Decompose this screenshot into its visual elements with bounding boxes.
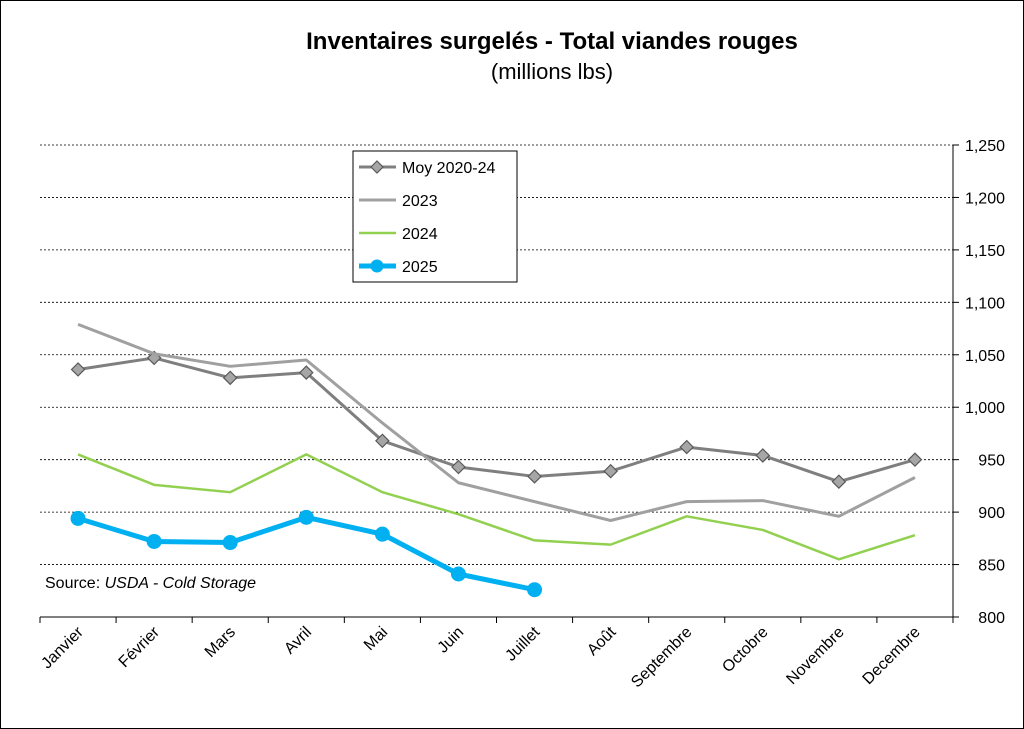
y-tick-label: 1,100 [965, 295, 1005, 312]
x-tick-label: Août [584, 623, 620, 659]
source-prefix: Source: [45, 575, 105, 592]
legend-box [352, 150, 518, 283]
series-line-0 [77, 356, 916, 484]
series-point-circle [222, 535, 238, 551]
legend-label: 2023 [402, 193, 438, 210]
x-tick-label: Juin [435, 624, 468, 657]
y-tick-label: 1,250 [965, 138, 1005, 155]
axis-layer: 800 850 900 950 1,000 1,050 1,100 1,150 1,200 1,2… [38, 138, 1005, 691]
y-tick-label: 1,050 [965, 348, 1005, 365]
x-tick-label: Novembre [783, 624, 847, 688]
x-tick-label: Février [116, 623, 164, 671]
y-tick-label: 950 [978, 453, 1005, 470]
source-name: USDA - Cold Storage [105, 575, 257, 592]
legend-marker-diamond [370, 160, 384, 174]
series-point-circle [298, 509, 314, 525]
x-tick-label: Mai [361, 624, 391, 654]
x-tick-label: Janvier [38, 623, 87, 672]
legend-label: 2024 [402, 226, 438, 243]
chart-subtitle: (millions lbs) [491, 59, 613, 84]
chart-title: Inventaires surgelés - Total viandes rou… [306, 28, 798, 55]
series-point-circle [146, 533, 162, 549]
x-tick-label: Decembre [860, 624, 924, 688]
series-line-1 [77, 322, 916, 523]
y-tick-label: 1,150 [965, 243, 1005, 260]
series-point-diamond [755, 448, 771, 463]
legend: Moy 2020-24 2023 2024 2025 [352, 150, 518, 283]
series-point-diamond [527, 469, 542, 484]
series-point-circle [70, 510, 86, 526]
legend-label: 2025 [402, 259, 438, 276]
series-line-2 [77, 453, 916, 561]
series-point-circle [450, 566, 466, 582]
x-tick-label: Octobre [719, 624, 771, 676]
y-tick-label: 1,000 [965, 400, 1005, 417]
source-note: Source: USDA - Cold Storage [45, 575, 256, 592]
grid-layer [40, 144, 953, 565]
series-layer [70, 322, 923, 598]
series-point-diamond [679, 439, 695, 455]
x-tick-label: Mars [202, 624, 239, 661]
series-point-diamond [70, 362, 86, 377]
series-point-circle [527, 582, 543, 598]
legend-label: Moy 2020-24 [402, 160, 495, 177]
series-point-diamond [451, 459, 466, 475]
series-point-circle [374, 526, 390, 542]
x-tick-label: Septembre [628, 624, 695, 691]
series-point-diamond [298, 365, 314, 380]
y-tick-label: 1,200 [965, 190, 1005, 207]
series-point-diamond [907, 452, 923, 468]
y-tick-label: 900 [978, 505, 1005, 522]
series-point-diamond [222, 370, 238, 386]
series-point-diamond [603, 463, 618, 479]
y-tick-label: 850 [978, 558, 1005, 575]
x-tick-label: Avril [281, 624, 315, 658]
series-point-diamond [375, 433, 390, 449]
series-point-diamond [831, 474, 847, 490]
x-tick-label: Juillet [502, 623, 543, 664]
y-tick-label: 800 [978, 610, 1005, 627]
legend-marker-circle [370, 259, 384, 273]
